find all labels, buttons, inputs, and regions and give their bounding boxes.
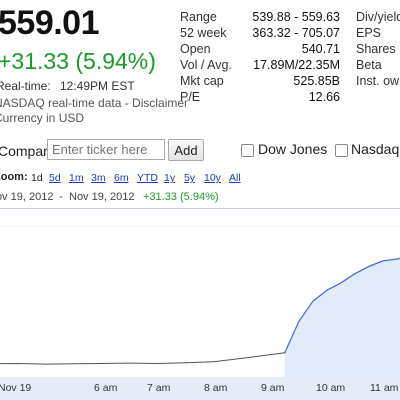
x-tick-label: 9 am [261,382,285,394]
zoom-option-5d[interactable]: 5d [49,172,61,184]
stat-value: 12.66 [308,90,340,104]
price-point [185,362,188,364]
stat-label: Mkt cap [180,74,224,88]
stat-label: Range [180,10,217,24]
stat-value: 525.85B [293,74,340,88]
add-ticker-button[interactable]: Add [168,139,204,161]
price-point [17,362,19,365]
stat-label-right: Shares [356,42,396,56]
zoom-option-5y[interactable]: 5y [184,172,196,184]
price-point [354,273,356,275]
stat-value: 540.71 [301,42,340,56]
price-point [73,363,75,365]
data-disclaimer[interactable]: NASDAQ real-time data - Disclaimer [0,96,189,110]
zoom-option-all[interactable]: All [229,172,241,184]
zoom-option-1d[interactable]: 1d [31,172,43,184]
ticker-input[interactable] [47,139,165,160]
market-hours-area [284,258,400,378]
dow-jones-label[interactable]: Dow Jones [258,141,328,157]
stat-value: 363.32 - 705.07 [252,26,340,40]
stat-label: Open [180,42,211,56]
range-from-date: Nov 19, 2012 [0,191,54,203]
x-tick-label: 10 am [316,382,346,394]
price-point [213,361,216,363]
stat-label-right: Inst. own [356,74,400,88]
pre-market-line [0,352,285,365]
price-point [284,352,286,354]
price-point [382,260,384,262]
x-tick-label: 8 am [204,382,228,394]
price-change: +31.33 (5.94%) [0,48,156,74]
last-price: 559.01 [0,4,100,42]
stat-label-right: Beta [356,58,382,72]
realtime-time: 12:49PM EST [60,79,135,93]
stat-label-right: Div/yield [356,10,400,24]
x-tick-label: 6 am [94,382,118,394]
price-point [242,357,244,359]
dow-jones-checkbox[interactable] [241,144,254,157]
nasdaq-label[interactable]: Nasdaq [351,141,400,157]
stat-label: P/E [180,90,201,104]
zoom-option-10y[interactable]: 10y [204,172,221,184]
price-point [326,289,328,291]
stat-label-right: EPS [356,26,382,40]
range-change: +31.33 (5.94%) [143,191,219,203]
price-point [298,320,300,323]
zoom-label: Zoom: [0,171,28,183]
stat-value: 17.89M/22.35M [253,58,340,72]
range-to-date: Nov 19, 2012 [69,191,135,203]
price-line [284,257,400,354]
zoom-option-3m[interactable]: 3m [91,172,106,184]
intraday-chart[interactable] [0,208,400,378]
price-point [396,258,398,260]
zoom-option-6m[interactable]: 6m [114,172,129,184]
price-point [129,362,131,364]
x-tick-label: Nov 19 [0,382,32,394]
price-point [312,300,314,302]
realtime-label: Real-time: [0,79,51,93]
price-point [270,354,272,356]
zoom-bar: Zoom: 1d 5d 1m 3m 6m YTD 1y 5y 10y All [0,168,400,188]
stat-value: 539.88 - 559.63 [252,10,340,24]
zoom-option-1m[interactable]: 1m [69,172,84,184]
zoom-option-ytd[interactable]: YTD [137,172,158,184]
price-point [157,362,160,365]
stat-label: 52 week [180,26,227,40]
price-point [45,363,47,365]
stat-label: Vol / Avg. [180,58,232,72]
price-point [340,282,342,284]
zoom-option-1y[interactable]: 1y [164,172,176,184]
x-tick-label: 7 am [147,382,171,394]
price-point [368,265,370,267]
currency-note: Currency in USD [0,111,85,125]
x-tick-label: 11 am [370,382,399,394]
time-axis: Nov 19 6 am 7 am 8 am 9 am 10 am 11 am [0,377,400,400]
chart-top-border [0,208,400,209]
price-point [101,362,103,365]
compare-label: Compare: [0,143,60,159]
nasdaq-checkbox[interactable] [335,144,348,157]
range-separator: - [59,191,63,203]
